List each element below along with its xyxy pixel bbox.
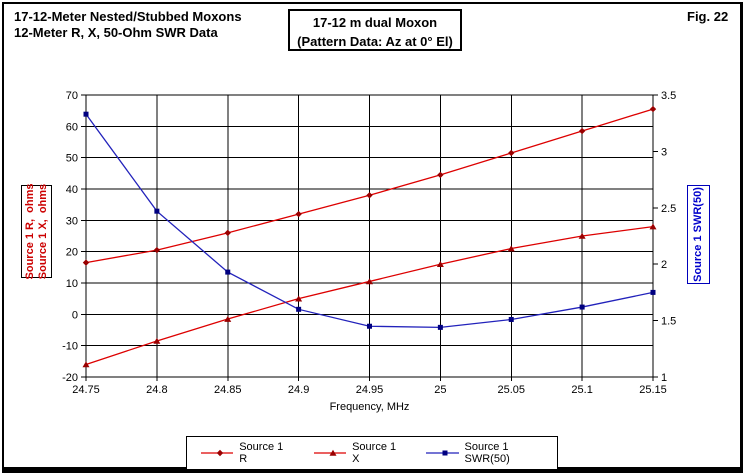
marker-diamond xyxy=(82,259,90,266)
chart-title: 17-12-Meter Nested/Stubbed Moxons 12-Met… xyxy=(14,9,242,41)
marker-square xyxy=(367,323,372,329)
marker-square xyxy=(437,324,443,330)
annotation-box: 17-12 m dual Moxon (Pattern Data: Az at … xyxy=(288,9,462,51)
legend-item: Source 1 SWR(50) xyxy=(426,441,543,465)
marker-square xyxy=(83,111,89,117)
marker-diamond xyxy=(153,246,161,254)
marker-triangle xyxy=(507,245,515,252)
legend-triangle-swatch xyxy=(313,449,347,456)
chart-title-line1: 17-12-Meter Nested/Stubbed Moxons xyxy=(14,9,242,24)
marker-triangle xyxy=(153,337,161,344)
figure-number: Fig. 22 xyxy=(687,9,729,24)
marker-diamond xyxy=(366,192,373,199)
x-axis-title: Frequency, MHz xyxy=(329,401,410,413)
marker-diamond xyxy=(437,171,444,179)
left-axis-tick-label: 30 xyxy=(66,215,78,227)
marker-diamond xyxy=(649,105,657,113)
marker-diamond xyxy=(508,149,515,157)
marker-square xyxy=(296,306,302,312)
marker-triangle xyxy=(82,361,90,368)
marker-square xyxy=(225,269,231,275)
right-axis-tick-label: 2 xyxy=(661,259,667,271)
right-axis-tick-label: 1 xyxy=(661,372,667,384)
marker-square xyxy=(442,450,448,456)
x-axis-tick-label: 25.05 xyxy=(497,384,525,396)
x-axis-tick-label: 25.15 xyxy=(639,384,667,396)
right-axis-tick-label: 2.5 xyxy=(661,203,676,215)
marker-triangle xyxy=(224,315,232,322)
marker-square xyxy=(154,208,160,214)
legend-item: Source 1 X xyxy=(313,441,398,465)
x-axis-tick-label: 24.85 xyxy=(214,384,242,396)
marker-triangle xyxy=(366,278,373,285)
x-axis-tick-label: 24.9 xyxy=(288,384,309,396)
marker-diamond xyxy=(578,127,586,135)
x-axis-tick-label: 25 xyxy=(434,384,446,396)
legend-item: Source 1 R xyxy=(201,441,286,465)
x-axis-tick-label: 25.1 xyxy=(571,384,592,396)
legend-square-swatch xyxy=(426,450,459,456)
right-axis-tick-label: 3 xyxy=(661,146,667,158)
marker-triangle xyxy=(295,295,303,302)
left-axis-tick-label: 10 xyxy=(66,278,78,290)
marker-triangle xyxy=(436,261,444,267)
left-axis-tick-label: 20 xyxy=(66,247,78,259)
x-axis-tick-label: 24.8 xyxy=(146,384,167,396)
left-axis-tick-label: 40 xyxy=(66,184,78,196)
left-axis-tick-label: 50 xyxy=(66,153,78,165)
marker-triangle xyxy=(329,449,337,456)
marker-diamond xyxy=(224,229,231,237)
legend-diamond-swatch xyxy=(201,449,234,457)
right-axis-tick-label: 3.5 xyxy=(661,90,676,102)
marker-square xyxy=(579,304,585,310)
marker-diamond xyxy=(295,210,302,218)
legend-label: Source 1 SWR(50) xyxy=(464,441,510,465)
legend-label: Source 1 X xyxy=(352,441,397,465)
annotation-line2: (Pattern Data: Az at 0° El) xyxy=(297,34,453,49)
marker-triangle xyxy=(578,232,586,239)
marker-triangle xyxy=(649,223,657,230)
annotation-line1: 17-12 m dual Moxon xyxy=(312,15,438,30)
chart-title-line2: 12-Meter R, X, 50-Ohm SWR Data xyxy=(14,25,218,40)
legend-label: Source 1 R xyxy=(239,441,284,465)
left-axis-tick-label: 70 xyxy=(66,90,78,102)
left-axis-tick-label: -20 xyxy=(62,372,78,384)
marker-square xyxy=(650,289,656,295)
right-axis-tick-label: 1.5 xyxy=(661,316,676,328)
marker-square xyxy=(508,316,514,322)
marker-diamond xyxy=(216,449,224,457)
left-axis-tick-label: 0 xyxy=(72,309,78,321)
legend: Source 1 R Source 1 X Source 1 SWR(50) xyxy=(186,436,558,470)
x-axis-tick-label: 24.95 xyxy=(356,384,384,396)
left-axis-tick-label: 60 xyxy=(66,121,78,133)
x-axis-tick-label: 24.75 xyxy=(72,384,100,396)
left-axis-tick-label: -10 xyxy=(62,341,78,353)
